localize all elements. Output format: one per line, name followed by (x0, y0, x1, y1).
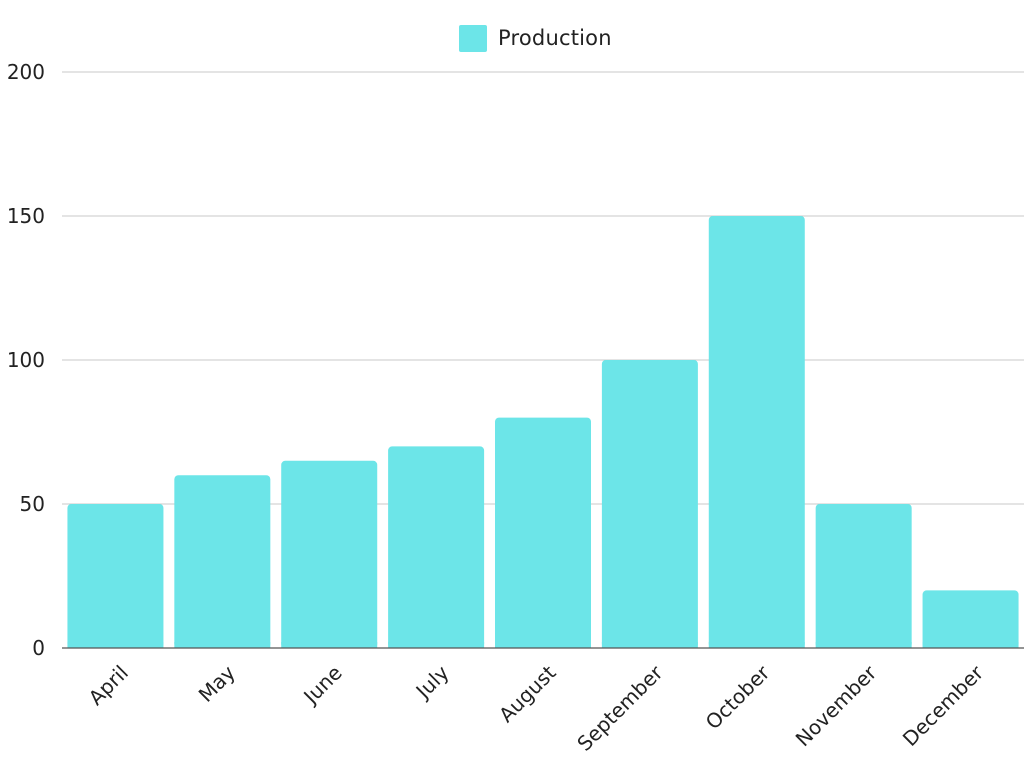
bar-base (67, 642, 164, 648)
bar (495, 417, 591, 648)
bar-base (601, 642, 698, 648)
bar-base (815, 642, 912, 648)
legend-label: Production (498, 26, 612, 50)
bar (708, 216, 805, 648)
x-tick-label: April (84, 661, 133, 710)
bar (174, 475, 271, 648)
y-tick-label: 50 (20, 492, 45, 516)
y-tick-label: 100 (7, 348, 45, 372)
bar-base (495, 642, 591, 648)
bar-base (708, 642, 805, 648)
x-tick-label: July (410, 660, 454, 704)
x-tick-label: August (494, 660, 561, 727)
x-tick-label: June (298, 661, 347, 710)
bar (922, 590, 1019, 648)
x-tick-label: September (572, 660, 668, 756)
bar-base (388, 642, 485, 648)
x-tick-label: December (898, 660, 989, 751)
bar-base (174, 642, 271, 648)
x-tick-label: May (194, 660, 240, 706)
legend-swatch (459, 24, 487, 52)
bar (388, 446, 485, 648)
bar (281, 460, 378, 648)
y-tick-label: 150 (7, 204, 45, 228)
y-tick-label: 0 (32, 636, 45, 660)
bar-base (922, 642, 1019, 648)
bar (67, 504, 164, 648)
bar-base (281, 642, 378, 648)
bar (601, 360, 698, 648)
legend: Production (459, 24, 612, 52)
x-tick-label: October (701, 660, 775, 734)
x-tick-label: November (791, 660, 882, 751)
bar (815, 504, 912, 648)
y-tick-label: 200 (7, 60, 45, 84)
